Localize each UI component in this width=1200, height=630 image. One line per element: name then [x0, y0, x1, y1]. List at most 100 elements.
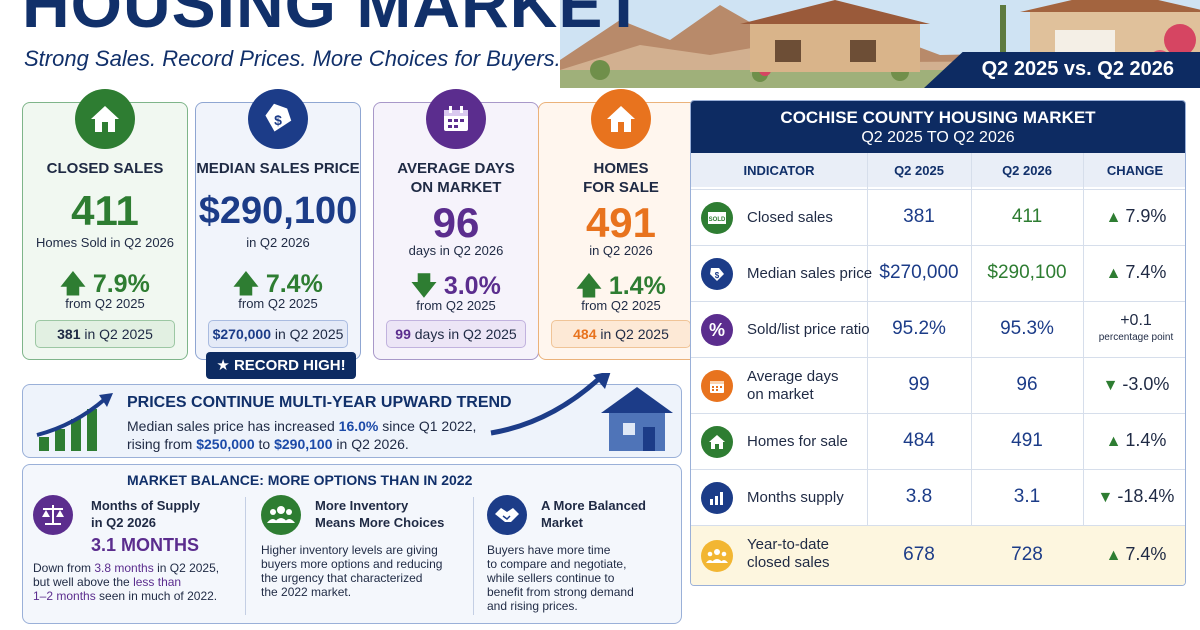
bar-chart-icon: [701, 482, 733, 514]
row-q2-2026: $290,100: [987, 262, 1067, 283]
row-q2-2025: 678: [903, 544, 935, 565]
card-label: AVERAGE DAYS ON MARKET: [397, 160, 515, 196]
price-tag-icon: $: [701, 258, 733, 290]
card-prior-pill: 99 days in Q2 2025: [386, 320, 526, 348]
row-q2-2026: 411: [1011, 206, 1043, 227]
page-title: HOUSING MARKET: [22, 0, 645, 41]
people-icon: [261, 495, 301, 535]
table-row: $ Median sales price $270,000 $290,100 7…: [691, 245, 1185, 301]
house-icon: [75, 89, 135, 149]
header: HOUSING MARKET Strong Sales. Record Pric…: [0, 0, 1200, 88]
card-from: from Q2 2025: [581, 298, 661, 313]
price-tag-icon: $: [248, 89, 308, 149]
card-prior-pill: $270,000 in Q2 2025: [208, 320, 348, 348]
table-title: COCHISE COUNTY HOUSING MARKET: [780, 108, 1096, 127]
table-subtitle: Q2 2025 TO Q2 2026: [861, 129, 1015, 146]
row-change: -3.0%: [1086, 374, 1185, 395]
column-header-indicator: INDICATOR: [743, 163, 815, 178]
column-heading: More Inventory Means More Choices: [315, 498, 445, 530]
card-prior-pill: 381 in Q2 2025: [35, 320, 175, 348]
up-arrow-icon: 🡅: [60, 270, 93, 298]
column-header-q2-2026: Q2 2026: [1002, 163, 1052, 178]
column-heading: A More Balanced Market: [541, 498, 646, 530]
period-label: Q2 2025 vs. Q2 2026: [981, 58, 1174, 80]
trend-title: PRICES CONTINUE MULTI-YEAR UPWARD TREND: [127, 394, 512, 411]
row-q2-2025: 3.8: [905, 486, 933, 507]
column-text: Higher inventory levels are giving buyers…: [261, 543, 443, 599]
calendar-icon: [426, 89, 486, 149]
row-change: 7.4%: [1086, 262, 1185, 283]
median-price-card: $ MEDIAN SALES PRICE $290,100 in Q2 2026…: [195, 89, 361, 360]
up-arrow-icon: 🡅: [233, 270, 266, 298]
row-indicator: Median sales price: [747, 265, 873, 282]
card-change: 🡇 3.0%: [411, 272, 501, 300]
homes-for-sale-card: HOMES FOR SALE 491 in Q2 2026 🡅 1.4% from…: [538, 89, 704, 360]
row-change: 7.9%: [1086, 206, 1185, 227]
housing-market-table: COCHISE COUNTY HOUSING MARKET Q2 2025 TO…: [690, 100, 1186, 586]
row-indicator: Year-to-date closed sales: [747, 536, 830, 571]
svg-text:SOLD: SOLD: [709, 217, 726, 223]
row-q2-2026: 728: [1011, 544, 1043, 565]
home-sale-icon: [591, 89, 651, 149]
row-indicator: Average days on market: [747, 368, 839, 403]
percent-icon: %: [701, 314, 733, 346]
row-indicator: Sold/list price ratio: [747, 321, 870, 338]
balanced-market-column: A More Balanced Market Buyers have more t…: [487, 495, 677, 615]
more-inventory-column: More Inventory Means More Choices Higher …: [261, 495, 467, 615]
record-high-badge: ★ RECORD HIGH!: [206, 352, 356, 379]
house-icon: [701, 426, 733, 458]
column-header-change: CHANGE: [1106, 163, 1164, 178]
people-icon: [701, 540, 733, 572]
table-row: SOLD Closed sales 381 411 7.9%: [691, 189, 1185, 245]
card-value: 411: [71, 187, 139, 234]
row-q2-2026: 96: [1016, 374, 1038, 395]
row-q2-2026: 3.1: [1013, 486, 1041, 507]
card-sub: in Q2 2026: [589, 243, 653, 258]
row-indicator: Closed sales: [747, 209, 833, 226]
months-supply-value: 3.1 MONTHS: [91, 535, 200, 555]
down-arrow-icon: 🡇: [411, 272, 444, 300]
card-label: CLOSED SALES: [46, 160, 164, 177]
column-divider: [473, 497, 474, 615]
svg-text:$: $: [715, 271, 720, 280]
card-from: from Q2 2025: [238, 296, 318, 311]
column-divider: [245, 497, 246, 615]
sold-sign-icon: SOLD: [701, 202, 733, 234]
card-value: 491: [585, 199, 657, 246]
house-arrow-icon: [490, 373, 673, 451]
row-change: 7.4%: [1086, 544, 1185, 565]
table-row: Months supply 3.8 3.1 -18.4%: [691, 469, 1185, 525]
svg-text:$: $: [274, 112, 282, 128]
rising-bars-icon: [36, 393, 113, 451]
table-row: % Sold/list price ratio 95.2% 95.3% +0.1…: [691, 301, 1185, 357]
months-supply-column: Months of Supply in Q2 2026 Down from 3.8…: [33, 495, 253, 615]
market-balance-box: MARKET BALANCE: MORE OPTIONS THAN IN 202…: [22, 464, 682, 624]
row-q2-2026: 491: [1011, 430, 1043, 451]
row-change: -18.4%: [1086, 486, 1185, 507]
star-icon: ★: [216, 357, 234, 374]
row-indicator: Homes for sale: [747, 433, 848, 450]
card-label: HOMES FOR SALE: [583, 160, 659, 196]
column-header-q2-2025: Q2 2025: [894, 163, 944, 178]
card-sub: in Q2 2026: [246, 235, 310, 250]
handshake-icon: [487, 495, 527, 535]
column-text: Buyers have more time to compare and nego…: [487, 543, 634, 613]
table-column-headers: INDICATOR Q2 2025 Q2 2026 CHANGE: [691, 153, 1185, 187]
up-arrow-icon: 🡅: [576, 272, 609, 300]
page-subtitle: Strong Sales. Record Prices. More Choice…: [24, 46, 561, 71]
row-q2-2025: 484: [903, 430, 935, 451]
column-heading: Months of Supply in Q2 2026: [91, 498, 201, 530]
table-row: Homes for sale 484 491 1.4%: [691, 413, 1185, 469]
card-change: 🡅 1.4%: [576, 272, 666, 300]
closed-sales-card: CLOSED SALES 411 Homes Sold in Q2 2026 🡅…: [22, 89, 188, 360]
card-from: from Q2 2025: [65, 296, 145, 311]
card-sub: Homes Sold in Q2 2026: [35, 235, 175, 250]
price-trend-box: PRICES CONTINUE MULTI-YEAR UPWARD TREND …: [22, 373, 682, 458]
card-value: $290,100: [198, 190, 358, 232]
row-change: +0.1 percentage point: [1098, 312, 1174, 343]
row-q2-2026: 95.3%: [1000, 318, 1054, 339]
row-q2-2025: 99: [908, 374, 930, 395]
column-text: Down from 3.8 months in Q2 2025, but wel…: [33, 561, 220, 603]
